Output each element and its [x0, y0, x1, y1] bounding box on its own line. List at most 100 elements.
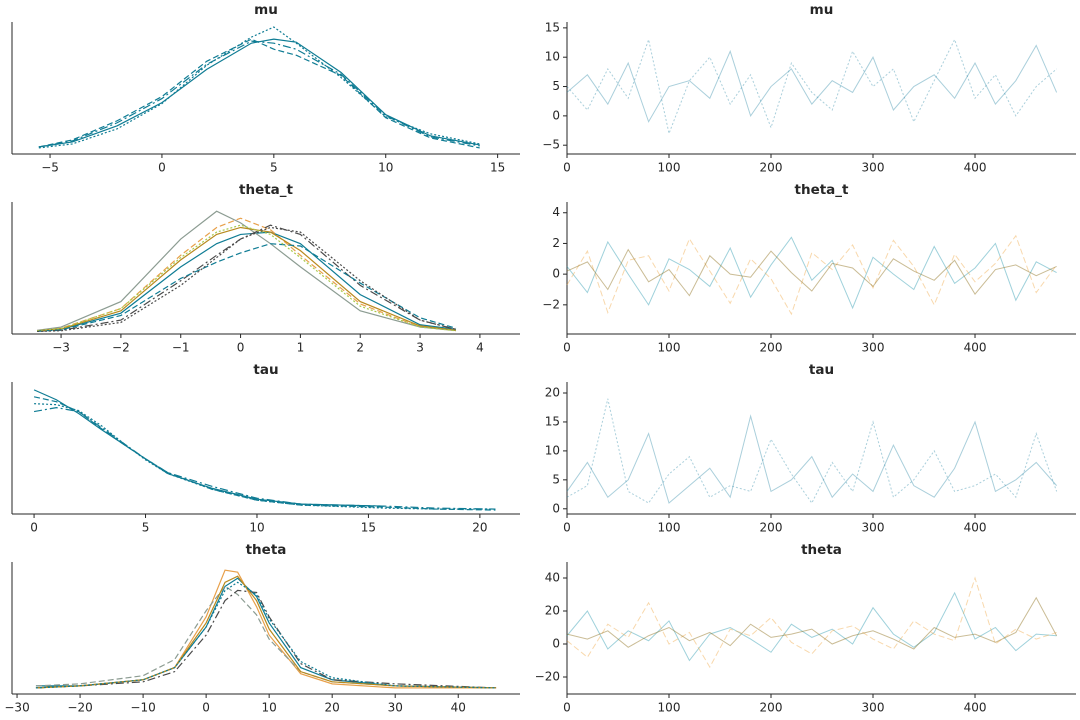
x-tick-label: 10: [249, 521, 264, 535]
density-line: [35, 585, 497, 689]
x-tick-label: 200: [760, 521, 783, 535]
x-tick-label: 200: [760, 341, 783, 355]
y-tick-label: 0: [552, 267, 560, 281]
x-tick-label: 100: [658, 521, 681, 535]
x-tick-label: 5: [142, 521, 150, 535]
x-tick-label: 300: [862, 701, 885, 715]
panel-title: mu: [810, 2, 834, 18]
density-line: [38, 38, 480, 148]
y-tick-label: 10: [545, 50, 560, 64]
y-tick-label: 2: [552, 236, 560, 250]
density-line: [37, 210, 457, 332]
x-tick-label: 200: [760, 701, 783, 715]
x-tick-label: 15: [361, 521, 376, 535]
x-tick-label: 400: [964, 701, 987, 715]
x-tick-label: 0: [563, 521, 571, 535]
density-line: [38, 38, 480, 149]
trace-line: [566, 236, 1057, 310]
x-tick-label: 300: [862, 521, 885, 535]
panel-title: tau: [253, 362, 278, 378]
density-line: [35, 577, 497, 689]
density-line: [35, 581, 497, 689]
x-tick-label: 0: [563, 161, 571, 175]
y-tick-label: 0: [552, 501, 560, 515]
y-tick-label: 10: [545, 443, 560, 457]
y-tick-label: 15: [545, 414, 560, 428]
x-tick-label: 300: [862, 161, 885, 175]
x-tick-label: −2: [112, 341, 130, 355]
density-line: [33, 407, 496, 510]
y-tick-label: −2: [542, 297, 560, 311]
trace-line: [566, 37, 1057, 136]
x-tick-label: 10: [378, 161, 393, 175]
trace-line: [566, 234, 1058, 316]
y-tick-label: 20: [545, 386, 560, 400]
trace-line: [566, 414, 1057, 504]
x-tick-label: 40: [451, 701, 466, 715]
density-line: [37, 217, 457, 332]
x-tick-label: 400: [964, 161, 987, 175]
x-tick-label: 0: [563, 701, 571, 715]
trace-line: [566, 576, 1057, 669]
x-tick-label: 400: [964, 341, 987, 355]
density-line: [37, 226, 457, 332]
y-tick-label: 5: [552, 472, 560, 486]
x-tick-label: 200: [760, 161, 783, 175]
x-tick-label: −10: [130, 701, 155, 715]
panel-title: mu: [254, 2, 278, 18]
density-line: [37, 243, 457, 332]
x-tick-label: 300: [862, 341, 885, 355]
density-line: [37, 224, 457, 332]
x-tick-label: 0: [237, 341, 245, 355]
x-tick-label: 3: [416, 341, 424, 355]
panel-title: theta: [801, 542, 842, 558]
density-line: [35, 589, 497, 689]
y-tick-label: −5: [542, 138, 560, 152]
x-tick-label: 2: [356, 341, 364, 355]
trace-line: [566, 44, 1058, 123]
x-tick-label: 5: [270, 161, 278, 175]
x-tick-label: 100: [658, 701, 681, 715]
y-tick-label: 4: [552, 205, 560, 219]
panel-title: theta: [246, 542, 287, 558]
x-tick-label: 100: [658, 341, 681, 355]
y-tick-label: 0: [552, 637, 560, 651]
density-line: [33, 396, 496, 511]
x-tick-label: 20: [325, 701, 340, 715]
y-tick-label: 15: [545, 20, 560, 34]
x-tick-label: 400: [964, 521, 987, 535]
x-tick-label: 10: [262, 701, 277, 715]
x-tick-label: 100: [658, 161, 681, 175]
density-line: [38, 40, 480, 148]
y-tick-label: −20: [535, 670, 560, 684]
x-tick-label: 1: [297, 341, 305, 355]
x-tick-label: 0: [158, 161, 166, 175]
x-tick-label: −1: [172, 341, 190, 355]
x-tick-label: 0: [563, 341, 571, 355]
x-tick-label: −20: [67, 701, 92, 715]
y-tick-label: 5: [552, 79, 560, 93]
x-tick-label: 20: [472, 521, 487, 535]
panel-title: theta_t: [795, 182, 850, 198]
trace-line: [566, 596, 1058, 650]
trace-line: [566, 591, 1057, 662]
density-line: [38, 26, 480, 149]
x-tick-label: 15: [490, 161, 505, 175]
y-tick-label: 20: [545, 604, 560, 618]
x-tick-label: −3: [52, 341, 70, 355]
panel-title: theta_t: [239, 182, 294, 198]
x-tick-label: −5: [41, 161, 59, 175]
trace-line: [566, 248, 1057, 297]
y-tick-label: 40: [545, 571, 560, 585]
y-tick-label: 0: [552, 108, 560, 122]
density-line: [37, 226, 457, 333]
x-tick-label: 0: [30, 521, 38, 535]
density-line: [35, 569, 497, 689]
density-line: [35, 575, 497, 689]
density-line: [34, 403, 496, 510]
x-tick-label: 4: [476, 341, 484, 355]
x-tick-label: −30: [4, 701, 29, 715]
density-line: [37, 231, 457, 332]
x-tick-label: 0: [202, 701, 210, 715]
